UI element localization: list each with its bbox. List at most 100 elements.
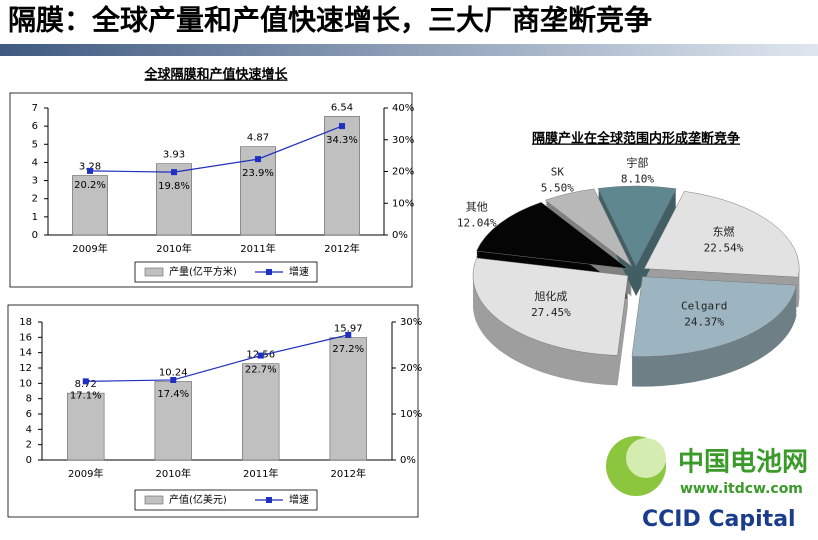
- slice-name: SK: [551, 165, 565, 178]
- slice: [631, 276, 797, 357]
- y2-tick-label: 40%: [392, 103, 414, 114]
- x-tick-label: 2012年: [324, 242, 359, 255]
- x-tick-label: 2009年: [72, 242, 107, 255]
- bar: [72, 175, 108, 236]
- slice-value: 22.54%: [704, 242, 744, 255]
- slice-name: 其他: [466, 200, 488, 213]
- y-tick-label: 18: [19, 317, 32, 328]
- x-tick-label: 2012年: [331, 467, 366, 480]
- slide-title: 隔膜：全球产量和产值快速增长，三大厂商垄断竞争: [8, 4, 652, 37]
- chart-title: 隔膜产业在全球范围内形成垄断竞争: [532, 131, 740, 147]
- slice-value: 5.50%: [541, 181, 574, 194]
- legend-label: 产量(亿平方米): [169, 265, 237, 278]
- y2-tick-label: 20%: [400, 363, 422, 374]
- legend-box: [134, 261, 318, 283]
- growth-point: [171, 169, 177, 176]
- growth-point: [345, 331, 352, 338]
- y-tick-label: 7: [32, 103, 38, 114]
- growth-label: 17.1%: [70, 390, 102, 401]
- bar-label: 10.24: [159, 367, 188, 378]
- y-tick-label: 5: [32, 139, 38, 150]
- slice-name: 旭化成: [534, 289, 567, 303]
- x-tick-label: 2010年: [156, 242, 191, 255]
- bar: [156, 163, 192, 236]
- slice: [472, 257, 629, 356]
- y2-tick-label: 10%: [392, 198, 414, 209]
- slice-name: 东燃: [713, 225, 735, 239]
- growth-point: [82, 378, 89, 385]
- growth-point: [87, 167, 93, 174]
- x-tick-label: 2011年: [240, 242, 275, 255]
- growth-label: 34.3%: [326, 135, 358, 146]
- slice-value: 27.45%: [531, 306, 571, 319]
- legend-label: 产值(亿美元): [169, 493, 227, 506]
- legend-swatch: [144, 267, 164, 277]
- growth-label: 20.2%: [74, 180, 106, 191]
- bar: [67, 392, 105, 461]
- legend-box: [134, 489, 318, 511]
- growth-line: [89, 125, 343, 173]
- y-tick-label: 1: [32, 212, 38, 223]
- logo-text: 中国电池网: [678, 448, 808, 478]
- x-tick-label: 2010年: [156, 467, 191, 480]
- y-tick-label: 2: [26, 440, 32, 451]
- pie-tops: [472, 185, 800, 357]
- growth-label: 27.2%: [332, 344, 364, 355]
- header-bar: [0, 44, 818, 56]
- y-tick-label: 0: [32, 230, 38, 241]
- slice: [597, 185, 677, 267]
- y-tick-label: 6: [26, 409, 32, 420]
- y-tick-label: 12: [19, 363, 32, 374]
- y2-tick-label: 20%: [392, 167, 414, 178]
- bar: [242, 363, 280, 461]
- logo-icon: [626, 438, 666, 478]
- bar: [154, 381, 192, 461]
- bar-label: 3.93: [163, 150, 185, 161]
- slice-name: Celgard: [681, 300, 727, 313]
- legend-marker: [266, 497, 272, 503]
- legend-swatch: [144, 495, 164, 505]
- growth-line: [85, 334, 349, 382]
- growth-point: [170, 376, 177, 383]
- chart-title: 全球隔膜和产值快速增长: [143, 67, 288, 83]
- slice: [643, 191, 800, 278]
- logo-text: CCID Capital: [642, 507, 796, 532]
- y-tick-label: 4: [32, 157, 38, 168]
- chart-frame: [7, 304, 419, 518]
- slice-value: 24.37%: [684, 316, 724, 329]
- growth-label: 22.7%: [245, 365, 277, 376]
- bar-label: 4.87: [247, 133, 269, 144]
- growth-label: 17.4%: [157, 389, 189, 400]
- growth-point: [339, 123, 345, 130]
- y-tick-label: 2: [32, 194, 38, 205]
- growth-label: 23.9%: [242, 168, 274, 179]
- slice: [544, 188, 633, 267]
- bar-label: 15.97: [334, 324, 363, 335]
- legend-marker: [266, 269, 272, 275]
- y-tick-label: 10: [19, 378, 32, 389]
- growth-label: 19.8%: [158, 181, 190, 192]
- bar-label: 6.54: [331, 102, 353, 113]
- y2-tick-label: 0%: [392, 230, 408, 241]
- y2-tick-label: 10%: [400, 409, 422, 420]
- y2-tick-label: 0%: [400, 455, 416, 466]
- slice-value: 12.04%: [457, 216, 497, 229]
- bar-label: 8.72: [75, 379, 97, 390]
- legend-label: 增速: [289, 493, 309, 506]
- slice: [476, 201, 629, 269]
- bar: [329, 337, 367, 461]
- legend-label: 增速: [289, 265, 309, 278]
- y-tick-label: 3: [32, 176, 38, 187]
- x-tick-label: 2011年: [243, 467, 278, 480]
- y-tick-label: 6: [32, 121, 38, 132]
- pie: 东燃 22.54% Celgard 24.37% 旭化成 27.45% 其他 12.04% SK…: [457, 156, 800, 387]
- y-tick-label: 16: [19, 332, 32, 343]
- y-tick-label: 8: [26, 394, 32, 405]
- y-tick-label: 4: [26, 424, 32, 435]
- bar-label: 3.28: [79, 161, 101, 172]
- logo-url: www.itdcw.com: [680, 481, 803, 497]
- y2-tick-label: 30%: [400, 317, 422, 328]
- y-tick-label: 14: [19, 348, 32, 359]
